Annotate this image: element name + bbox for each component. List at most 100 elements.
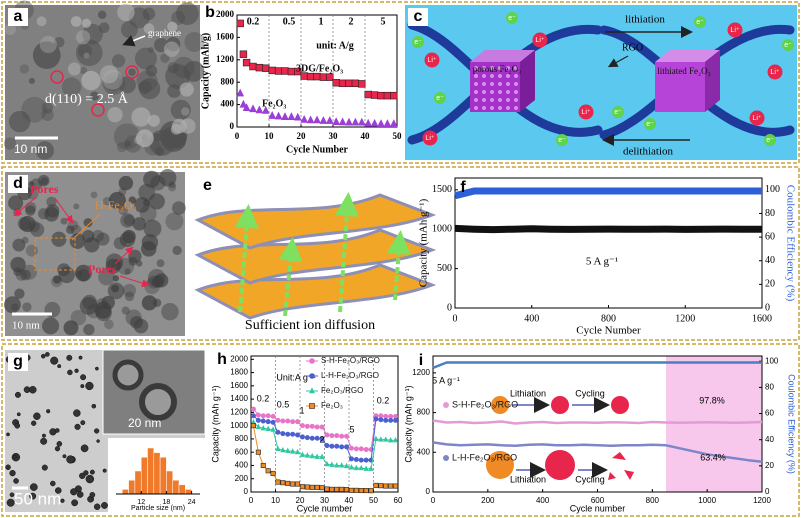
texture-blob	[66, 225, 75, 234]
x-tick-label: 0	[453, 313, 458, 324]
data-point	[268, 66, 276, 75]
panel-e: Sufficient ion diffusion e	[194, 177, 437, 333]
panel-letter: i	[419, 352, 423, 369]
electron	[764, 134, 776, 146]
texture-blob	[73, 203, 80, 210]
texture-blob	[69, 233, 86, 249]
texture-blob	[170, 123, 182, 135]
li-ion-label: Li⁺	[730, 27, 739, 34]
texture-blob	[143, 170, 161, 188]
data-point	[338, 117, 347, 126]
texture-blob	[41, 102, 54, 114]
data-point	[249, 62, 257, 71]
annotation: unit: A/g	[316, 40, 354, 51]
data-point	[295, 481, 301, 487]
y-tick-label: 2000	[230, 354, 248, 363]
texture-blob	[81, 70, 101, 91]
texture-blob	[70, 16, 82, 27]
y-tick-label: 1200	[230, 407, 248, 416]
texture-blob	[75, 270, 83, 278]
texture-blob	[172, 201, 186, 215]
texture-blob	[170, 99, 191, 120]
data-point	[265, 413, 271, 419]
data-point	[358, 80, 366, 88]
particle	[14, 422, 21, 429]
legend-label: S-H-Fe₂O₃/RGO	[321, 356, 380, 365]
data-point	[250, 423, 256, 429]
data-point	[304, 435, 310, 441]
data-point	[287, 112, 296, 120]
data-point	[339, 486, 345, 492]
data-point	[262, 64, 270, 72]
y-tick-label: 1800	[230, 368, 248, 377]
diffusion-arrow	[386, 230, 411, 301]
y-tick-label: 800	[235, 434, 249, 443]
annotation: 0.2	[257, 393, 270, 403]
texture-blob	[167, 21, 178, 32]
data-point	[304, 452, 311, 458]
data-point	[387, 436, 394, 443]
data-point	[390, 91, 398, 100]
texture-blob	[83, 52, 90, 59]
data-point	[255, 423, 262, 430]
particle	[16, 412, 21, 417]
annotation: Cycling	[575, 474, 605, 484]
particle	[85, 381, 94, 391]
texture-blob	[25, 244, 38, 257]
particle	[89, 491, 96, 498]
texture-blob	[179, 82, 194, 97]
data-point	[348, 487, 354, 493]
data-point	[294, 448, 301, 455]
porous-label: porous Fe₂O₃	[473, 64, 522, 74]
texture-blob	[98, 22, 110, 34]
y2-tick-label: 60	[765, 409, 774, 418]
particle	[54, 487, 62, 494]
texture-blob	[22, 302, 32, 312]
data-point	[319, 424, 325, 430]
data-point	[280, 480, 286, 486]
data-point	[377, 119, 385, 127]
y-tick-label: 1200	[216, 54, 235, 64]
texture-blob	[156, 259, 165, 268]
data-point	[378, 483, 384, 489]
particle-icon	[491, 396, 509, 414]
annotation: 0.5	[283, 16, 296, 27]
data-point	[304, 423, 310, 429]
data-point	[370, 118, 379, 127]
y-tick-label: 1500	[432, 184, 452, 195]
data-point	[281, 67, 289, 75]
li-ion	[727, 22, 743, 38]
particle	[80, 384, 85, 389]
legend-key	[309, 373, 315, 379]
x-tick-label: 600	[591, 496, 605, 505]
texture-blob	[134, 197, 150, 213]
texture-blob	[140, 241, 157, 257]
electron	[434, 92, 446, 104]
data-point	[255, 449, 261, 455]
diffusion-arrow	[278, 237, 303, 317]
texture-blob	[167, 62, 179, 74]
data-point	[274, 111, 283, 120]
letter-box	[8, 353, 28, 371]
x-tick-label: 10	[271, 496, 280, 505]
data-point	[242, 58, 251, 67]
data-point	[309, 452, 315, 459]
data-point	[255, 417, 261, 423]
data-point	[285, 418, 291, 424]
data-point	[348, 445, 354, 451]
data-point	[250, 406, 256, 412]
annotation: 5 A g⁻¹	[432, 375, 460, 385]
data-point	[319, 436, 325, 442]
texture-blob	[158, 169, 177, 187]
chart: 0 400 800 1200 16000500100015000204060801005…	[418, 177, 796, 337]
electron	[506, 12, 518, 24]
data-point	[285, 431, 291, 437]
panel-letter: a	[14, 8, 23, 25]
electron-label: e⁻	[696, 19, 704, 26]
y-axis-label: Capacity (mAh g⁻¹)	[418, 198, 430, 287]
data-point	[319, 453, 325, 459]
legend-label: L-H-Fe₂O₃/RGO	[452, 452, 517, 462]
data-point	[338, 79, 347, 88]
